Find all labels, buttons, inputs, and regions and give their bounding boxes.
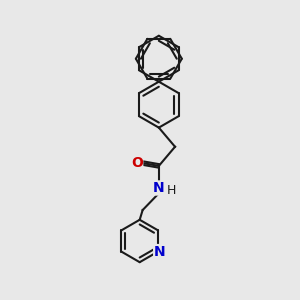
Text: O: O	[131, 156, 143, 170]
Text: N: N	[153, 181, 165, 195]
Text: H: H	[167, 184, 176, 197]
Text: N: N	[154, 244, 165, 259]
